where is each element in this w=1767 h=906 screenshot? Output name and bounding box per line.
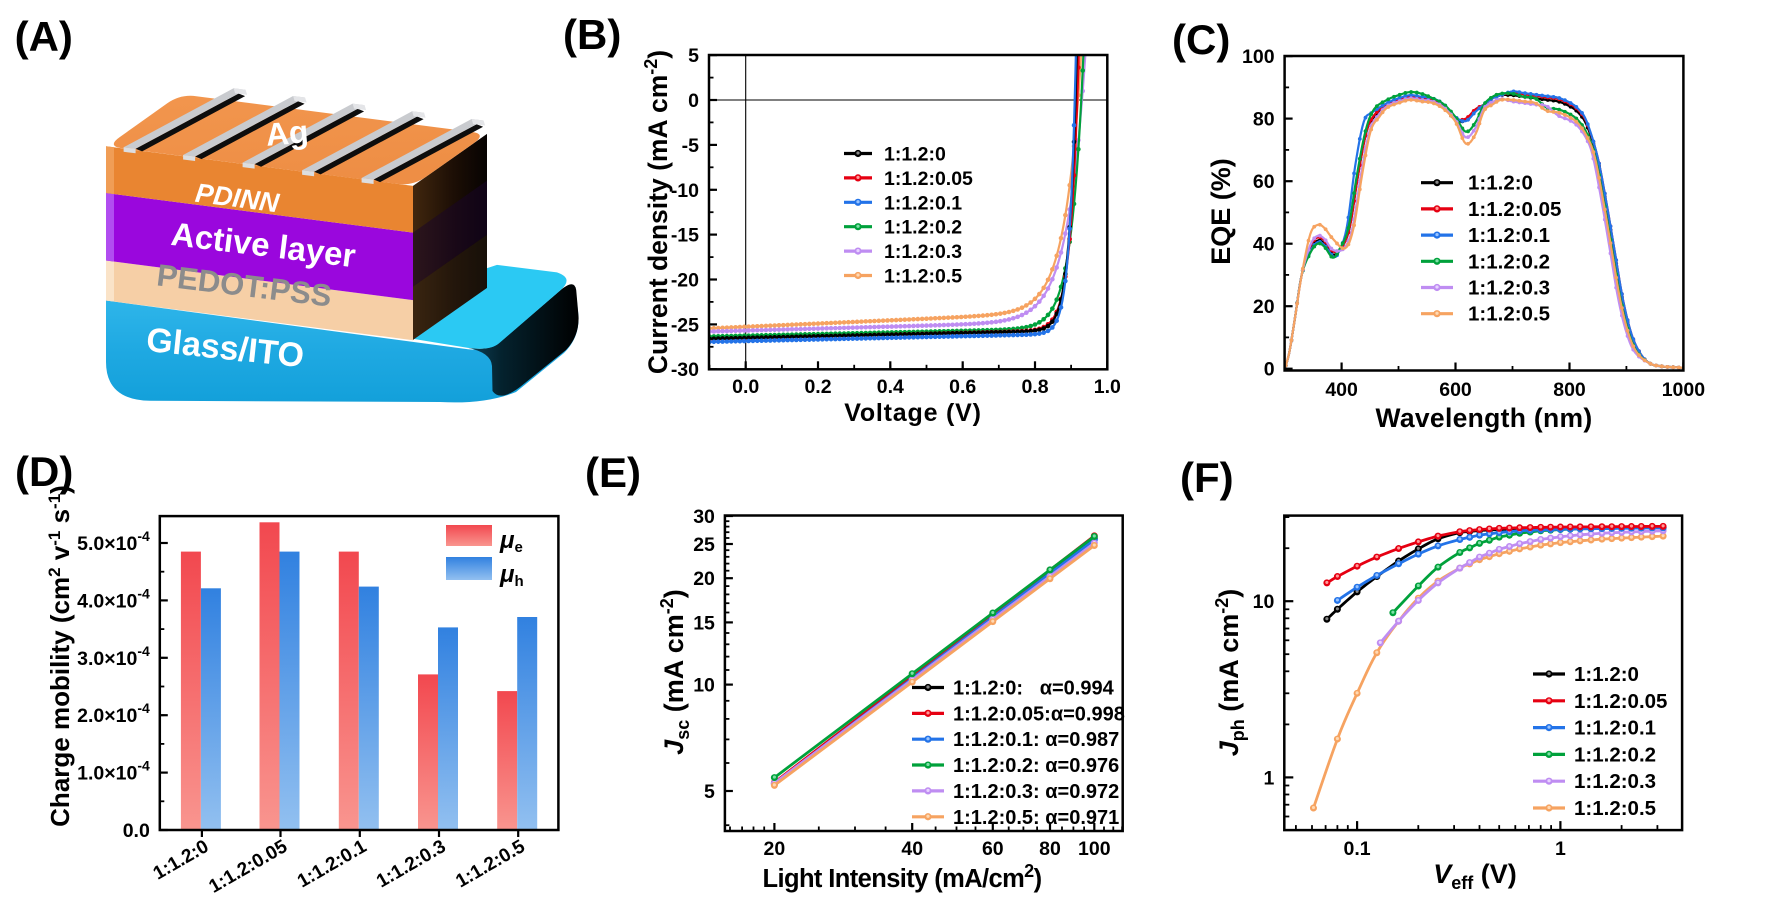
svg-text:Jph (mA cm-2): Jph (mA cm-2): [1212, 589, 1248, 757]
svg-text:EQE (%): EQE (%): [1206, 158, 1236, 265]
svg-text:1:1.2:0.1: 1:1.2:0.1: [884, 192, 962, 214]
svg-text:1:1.2:0.3: α=0.972: 1:1.2:0.3: α=0.972: [953, 781, 1119, 803]
svg-text:60: 60: [1253, 171, 1275, 193]
svg-text:0.8: 0.8: [1021, 376, 1048, 398]
svg-text:Jsc (mA cm-2): Jsc (mA cm-2): [657, 589, 693, 755]
svg-text:0: 0: [1264, 359, 1275, 381]
svg-text:1:1.2:0.3: 1:1.2:0.3: [1574, 770, 1656, 793]
svg-text:-20: -20: [671, 270, 699, 292]
svg-text:1:1.2:0.05: 1:1.2:0.05: [884, 168, 973, 190]
svg-text:0.2: 0.2: [804, 376, 831, 398]
svg-text:1: 1: [1263, 767, 1274, 789]
svg-text:60: 60: [982, 838, 1004, 860]
svg-text:Current density (mA cm-2): Current density (mA cm-2): [641, 50, 673, 374]
svg-text:1:1.2:0.5: 1:1.2:0.5: [1574, 797, 1656, 820]
svg-text:1:1.2:0: α=0.994: 1:1.2:0: α=0.994: [953, 678, 1115, 700]
svg-text:20: 20: [693, 568, 715, 590]
svg-text:Ag: Ag: [264, 113, 310, 153]
svg-text:800: 800: [1553, 379, 1586, 401]
svg-text:-10: -10: [671, 180, 699, 202]
svg-text:80: 80: [1253, 109, 1275, 131]
svg-text:400: 400: [1325, 379, 1358, 401]
svg-text:20: 20: [764, 838, 786, 860]
svg-text:Wavelength (nm): Wavelength (nm): [1376, 403, 1593, 433]
svg-text:1:1.2:0.5: 1:1.2:0.5: [884, 266, 962, 288]
svg-text:40: 40: [1253, 234, 1275, 256]
svg-text:μe: μe: [499, 527, 523, 556]
svg-text:1000: 1000: [1662, 379, 1706, 401]
svg-text:20: 20: [1253, 296, 1275, 318]
svg-text:μh: μh: [499, 561, 524, 590]
svg-text:(F): (F): [1180, 454, 1234, 501]
svg-text:1: 1: [1555, 838, 1566, 860]
svg-text:5: 5: [688, 45, 699, 67]
svg-text:1:1.2:0: 1:1.2:0: [1574, 663, 1639, 686]
svg-text:1:1.2:0.2: 1:1.2:0.2: [1574, 743, 1656, 766]
svg-text:1:1.2:0.05:α=0.998: 1:1.2:0.05:α=0.998: [953, 703, 1125, 725]
svg-text:1:1.2:0.5: α=0.971: 1:1.2:0.5: α=0.971: [953, 807, 1119, 829]
svg-text:1:1.2:0.2: 1:1.2:0.2: [884, 217, 962, 239]
svg-text:1:1.2:0.3: 1:1.2:0.3: [1468, 277, 1550, 300]
svg-text:600: 600: [1439, 379, 1472, 401]
svg-text:Veff (V): Veff (V): [1433, 859, 1517, 893]
svg-text:1:1.2:0.1: 1:1.2:0.1: [1574, 717, 1656, 740]
svg-text:1.0: 1.0: [1094, 376, 1121, 398]
svg-text:1:1.2:0: 1:1.2:0: [884, 144, 946, 166]
svg-text:30: 30: [693, 506, 715, 528]
svg-text:-15: -15: [671, 225, 699, 247]
svg-text:Voltage (V): Voltage (V): [844, 399, 982, 427]
svg-text:1:1.2:0.5: 1:1.2:0.5: [1468, 303, 1550, 326]
svg-text:0.0: 0.0: [123, 820, 150, 842]
svg-text:0.0: 0.0: [732, 376, 759, 398]
svg-text:-5: -5: [682, 135, 699, 157]
svg-text:0.6: 0.6: [949, 376, 976, 398]
svg-text:1:1.2:0.3: 1:1.2:0.3: [884, 241, 962, 263]
svg-text:1:1.2:0.05: 1:1.2:0.05: [1468, 198, 1561, 221]
svg-text:40: 40: [901, 838, 923, 860]
svg-text:(D): (D): [15, 448, 73, 495]
svg-text:25: 25: [693, 534, 715, 556]
svg-text:1:1.2:0.2: α=0.976: 1:1.2:0.2: α=0.976: [953, 755, 1119, 777]
svg-text:10: 10: [1253, 591, 1275, 613]
svg-text:(C): (C): [1172, 16, 1230, 63]
svg-text:-30: -30: [671, 359, 699, 381]
svg-text:5: 5: [704, 781, 715, 803]
svg-text:1:1.2:0.2: 1:1.2:0.2: [1468, 250, 1550, 273]
svg-text:80: 80: [1039, 838, 1061, 860]
svg-text:0: 0: [688, 90, 699, 112]
svg-text:0.4: 0.4: [877, 376, 904, 398]
svg-text:0.1: 0.1: [1344, 838, 1371, 860]
svg-text:-25: -25: [671, 314, 699, 336]
svg-text:15: 15: [693, 612, 715, 634]
svg-text:1:1.2:0: 1:1.2:0: [1468, 172, 1533, 195]
svg-text:1:1.2:0.1: 1:1.2:0.1: [1468, 224, 1550, 247]
svg-text:100: 100: [1078, 838, 1111, 860]
svg-text:(E): (E): [585, 449, 641, 496]
svg-text:1:1.2:0.1: α=0.987: 1:1.2:0.1: α=0.987: [953, 729, 1119, 751]
svg-text:1:1.2:0.05: 1:1.2:0.05: [1574, 690, 1667, 713]
svg-text:Light Intensity (mA/cm2): Light Intensity (mA/cm2): [763, 861, 1042, 893]
svg-text:100: 100: [1242, 46, 1275, 68]
svg-text:10: 10: [693, 675, 715, 697]
svg-text:(A): (A): [15, 13, 73, 60]
svg-text:(B): (B): [563, 11, 621, 58]
